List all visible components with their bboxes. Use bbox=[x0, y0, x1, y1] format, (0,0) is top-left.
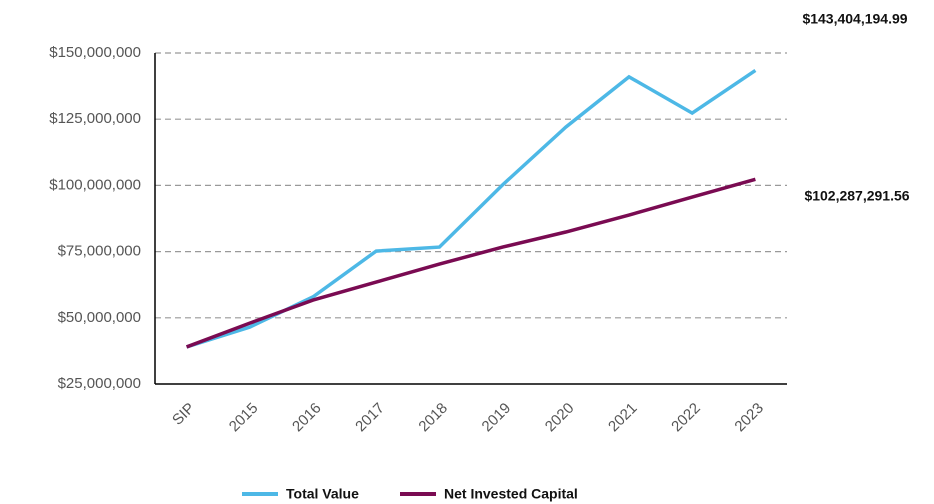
y-tick-label: $75,000,000 bbox=[58, 243, 141, 260]
line-series bbox=[186, 69, 757, 349]
x-tick-label: SIP bbox=[169, 400, 198, 429]
legend-label: Net Invested Capital bbox=[444, 486, 578, 502]
x-tick-label: 2016 bbox=[289, 400, 325, 436]
x-tick-label: 2018 bbox=[415, 400, 451, 436]
x-tick-label: 2023 bbox=[731, 400, 767, 436]
y-tick-label: $25,000,000 bbox=[58, 375, 141, 392]
legend-label: Total Value bbox=[286, 486, 359, 502]
x-tick-label: 2017 bbox=[352, 400, 388, 436]
y-tick-label: $50,000,000 bbox=[58, 309, 141, 326]
y-tick-label: $100,000,000 bbox=[49, 176, 141, 193]
x-tick-label: 2021 bbox=[605, 400, 641, 436]
x-tick-label: 2015 bbox=[226, 400, 262, 436]
y-tick-label: $125,000,000 bbox=[49, 110, 141, 127]
value-label: $143,404,194.99 bbox=[802, 11, 907, 27]
x-tick-label: 2022 bbox=[668, 400, 704, 436]
y-tick-label: $150,000,000 bbox=[49, 44, 141, 61]
x-tick-label: 2019 bbox=[479, 400, 515, 436]
line-series bbox=[185, 177, 756, 349]
x-tick-label: 2020 bbox=[542, 400, 578, 436]
value-label: $102,287,291.56 bbox=[804, 188, 909, 204]
